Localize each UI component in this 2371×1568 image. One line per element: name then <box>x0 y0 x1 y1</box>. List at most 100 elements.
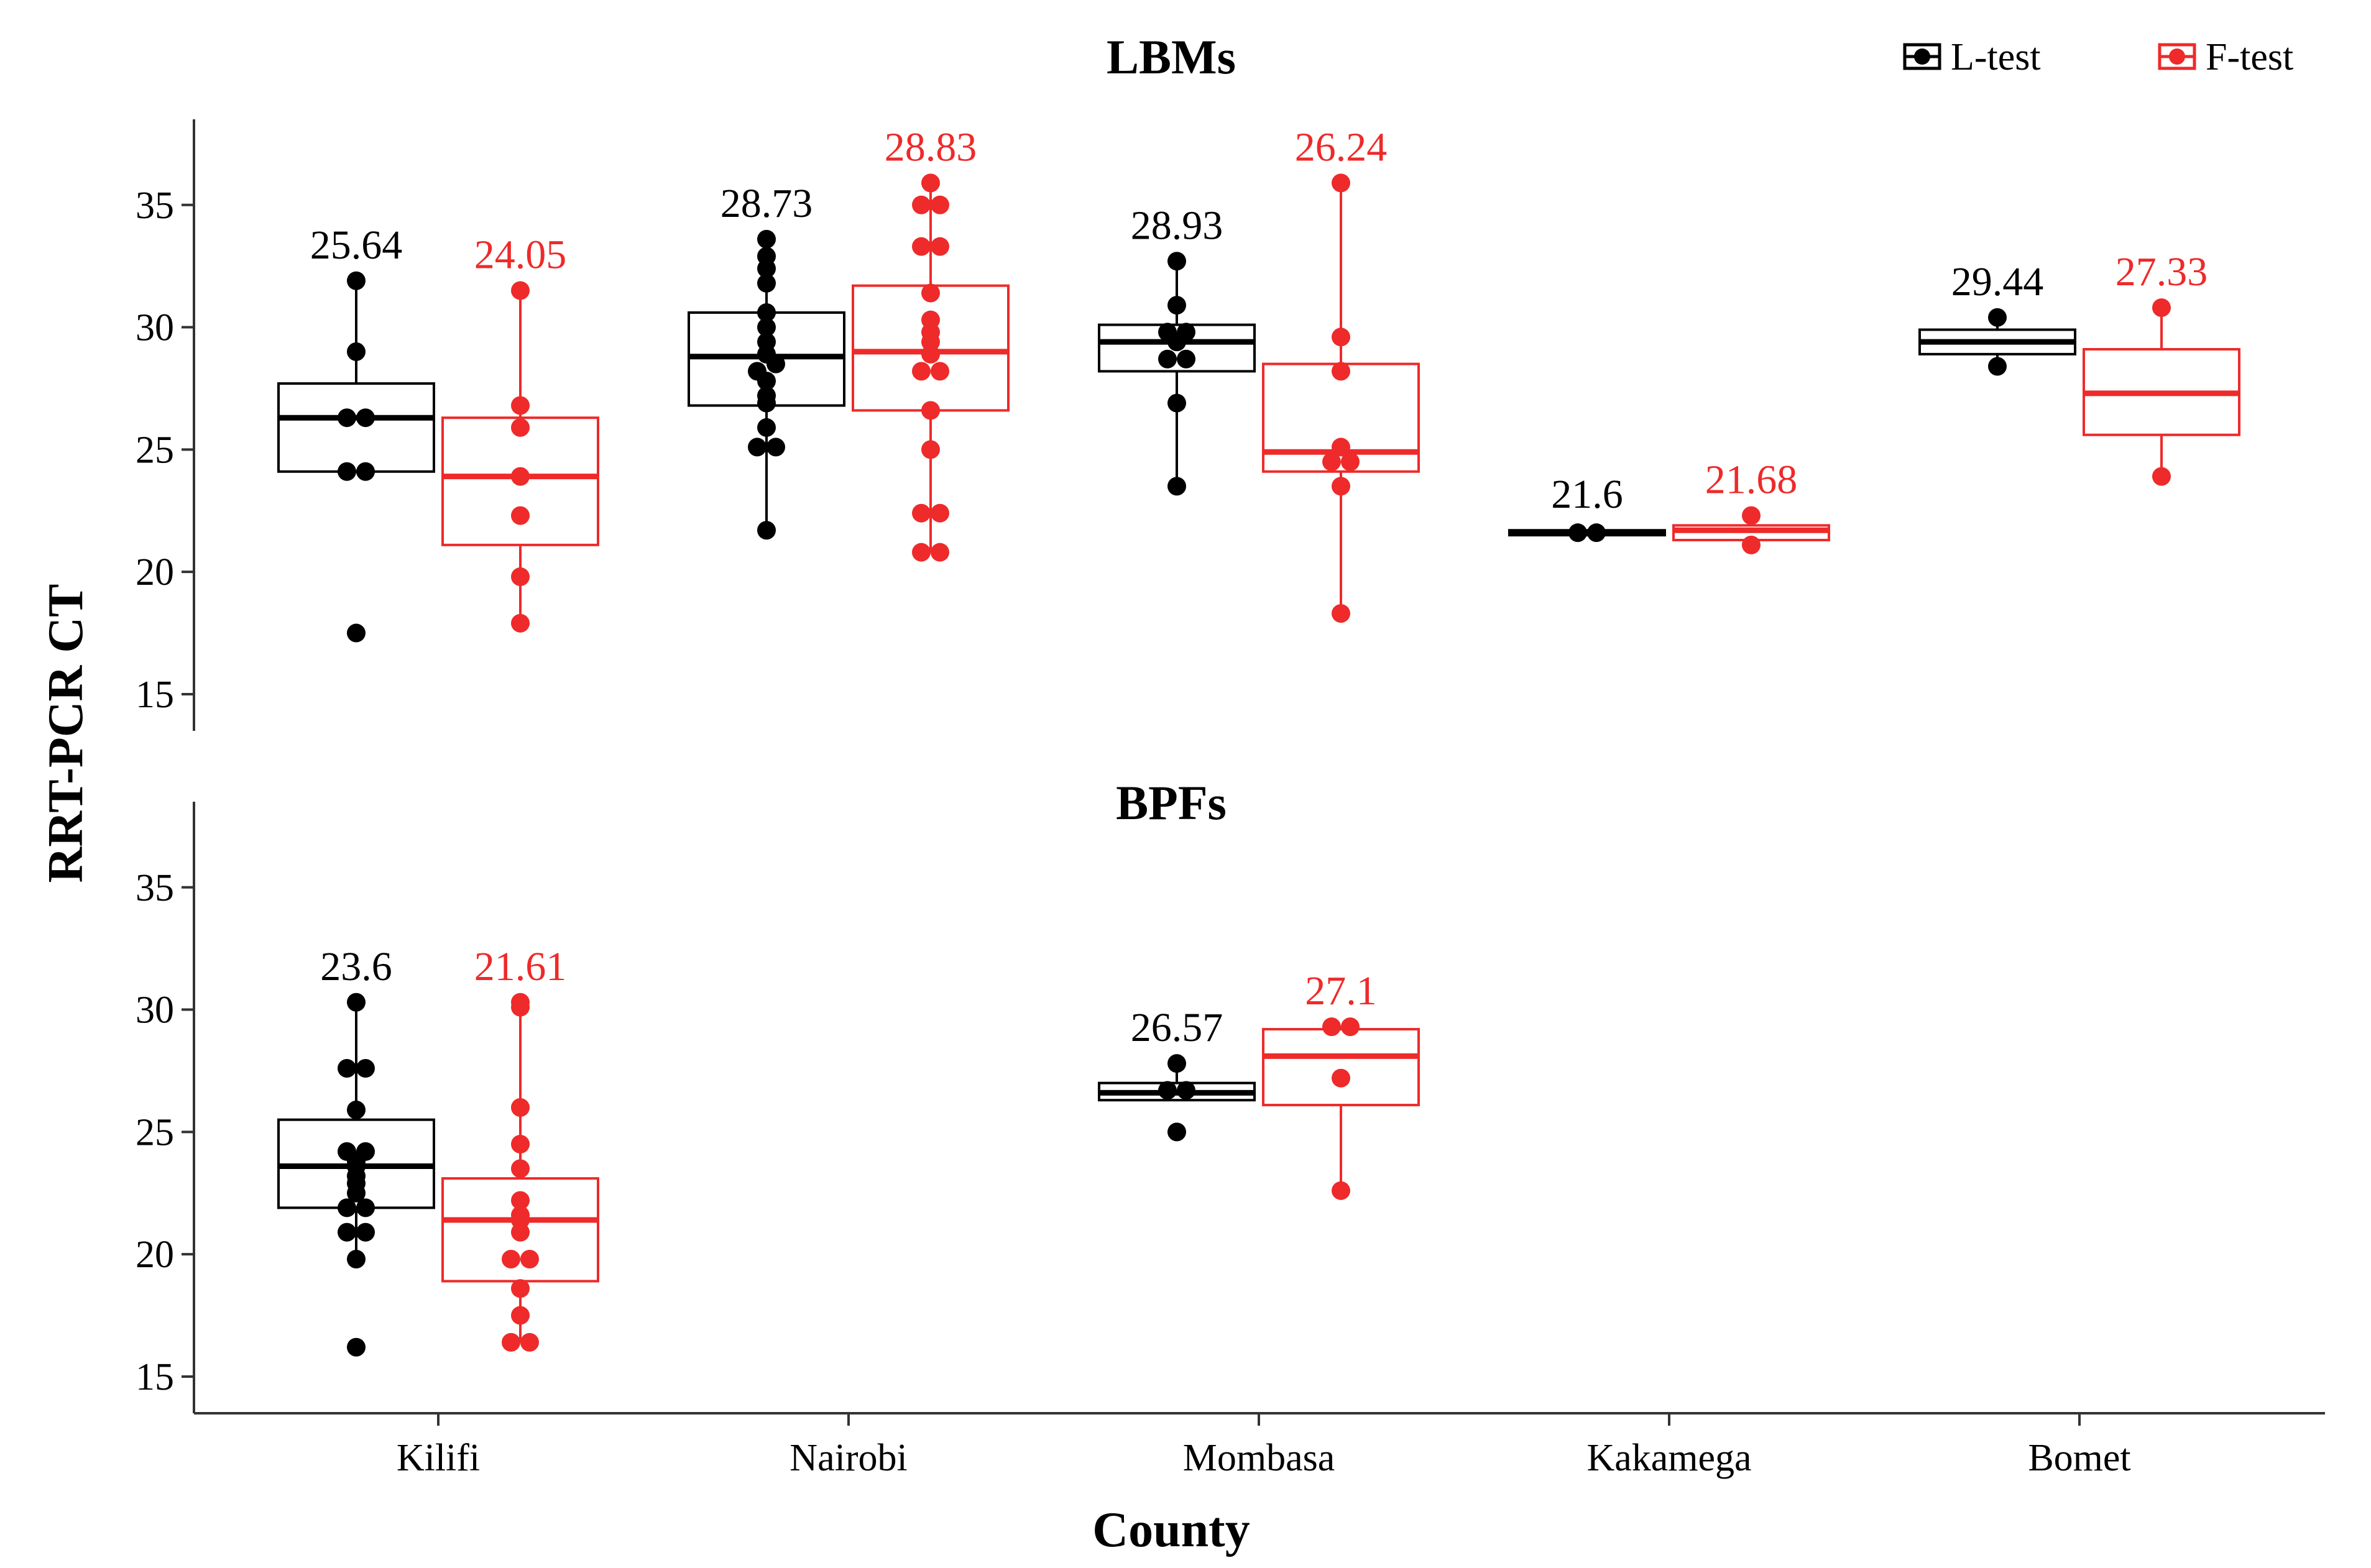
panel-title-lbms: LBMs <box>1107 30 1236 84</box>
data-point-bpfs-mombasa-f-test-2 <box>1322 1017 1341 1037</box>
data-point-lbms-mombasa-f-test-6 <box>1332 328 1350 347</box>
data-point-lbms-mombasa-f-test-5 <box>1332 362 1350 381</box>
data-point-lbms-nairobi-f-test-2 <box>912 503 931 523</box>
y-axis-lbms: 15 20 25 30 35 <box>136 119 195 731</box>
data-point-lbms-nairobi-f-test-0 <box>912 543 931 562</box>
data-point-lbms-bomet-f-test-1 <box>2152 298 2171 318</box>
box-group-lbms-nairobi-l-test: 28.73 <box>688 181 845 540</box>
data-point-lbms-mombasa-l-test-7 <box>1167 296 1186 315</box>
data-point-lbms-nairobi-l-test-3 <box>757 418 776 437</box>
box-group-bpfs-mombasa-f-test: 27.1 <box>1262 968 1420 1200</box>
box-group-lbms-bomet-f-test: 27.33 <box>2083 249 2240 486</box>
legend-item-l-test[interactable]: L-test <box>1903 36 2041 78</box>
data-point-bpfs-kilifi-l-test-2 <box>338 1222 356 1242</box>
data-point-lbms-nairobi-l-test-0 <box>757 521 776 540</box>
data-point-bpfs-kilifi-f-test-8 <box>511 1206 530 1225</box>
data-point-bpfs-kilifi-f-test-0 <box>502 1332 520 1352</box>
data-point-lbms-kilifi-l-test-5 <box>347 342 366 361</box>
median-label-lbms-kakamega-l-test: 21.6 <box>1551 472 1623 517</box>
data-point-lbms-nairobi-f-test-1 <box>931 543 949 562</box>
box-group-lbms-kakamega-l-test: 21.6 <box>1508 472 1666 543</box>
box-group-bpfs-mombasa-l-test: 26.57 <box>1098 1005 1256 1142</box>
x-tick-label-mombasa: Mombasa <box>1183 1437 1335 1479</box>
data-point-lbms-mombasa-f-test-7 <box>1332 173 1350 193</box>
legend-swatch-f-test-dot <box>2169 48 2185 65</box>
data-point-bpfs-kilifi-l-test-3 <box>356 1222 375 1242</box>
data-point-bpfs-kilifi-l-test-12 <box>356 1142 375 1161</box>
box-bpfs-mombasa-f-test <box>1262 1028 1420 1107</box>
data-point-bpfs-kilifi-f-test-4 <box>502 1250 520 1269</box>
y-tick-label-lbms-35: 35 <box>136 185 174 227</box>
data-point-lbms-nairobi-f-test-5 <box>921 401 940 420</box>
data-point-lbms-kilifi-f-test-4 <box>511 418 530 437</box>
y-tick-label-bpfs-30: 30 <box>136 989 174 1032</box>
panel-title-bpfs: BPFs <box>1116 776 1227 830</box>
y-tick-label-bpfs-25: 25 <box>136 1111 174 1153</box>
data-point-lbms-nairobi-l-test-10 <box>757 332 776 352</box>
y-axis-bpfs: 15 20 25 30 35 <box>136 802 195 1413</box>
data-point-bpfs-kilifi-l-test-11 <box>338 1142 356 1161</box>
data-point-bpfs-kilifi-l-test-13 <box>347 1100 366 1119</box>
y-tick-label-bpfs-15: 15 <box>136 1356 174 1398</box>
data-point-bpfs-mombasa-f-test-3 <box>1341 1017 1360 1037</box>
legend-label-l-test: L-test <box>1951 36 2041 78</box>
legend-item-f-test[interactable]: F-test <box>2158 36 2293 78</box>
data-point-lbms-mombasa-l-test-1 <box>1167 393 1186 413</box>
median-label-bpfs-kilifi-l-test: 23.6 <box>320 944 392 989</box>
data-point-bpfs-kilifi-f-test-9 <box>511 1191 530 1210</box>
data-point-bpfs-mombasa-l-test-0 <box>1167 1122 1186 1142</box>
legend: L-test F-test <box>1903 36 2293 78</box>
data-point-lbms-nairobi-l-test-2 <box>767 438 785 457</box>
data-point-lbms-mombasa-l-test-3 <box>1177 349 1195 369</box>
data-point-bpfs-kilifi-l-test-0 <box>347 1337 366 1357</box>
data-point-bpfs-mombasa-l-test-2 <box>1177 1081 1195 1100</box>
data-point-lbms-nairobi-l-test-15 <box>757 247 776 266</box>
median-label-lbms-kilifi-f-test: 24.05 <box>474 232 567 278</box>
median-label-bpfs-kilifi-f-test: 21.61 <box>474 944 567 989</box>
box-lbms-mombasa-l-test <box>1098 323 1256 373</box>
data-point-bpfs-kilifi-l-test-15 <box>356 1059 375 1078</box>
y-tick-label-lbms-30: 30 <box>136 307 174 349</box>
median-label-lbms-mombasa-f-test: 26.24 <box>1295 124 1388 170</box>
data-point-lbms-mombasa-l-test-6 <box>1177 323 1195 342</box>
box-group-lbms-mombasa-f-test: 26.24 <box>1262 124 1420 623</box>
x-tick-label-kakamega: Kakamega <box>1586 1437 1751 1479</box>
data-point-lbms-nairobi-f-test-15 <box>912 195 931 214</box>
box-group-bpfs-kilifi-l-test: 23.6 <box>277 944 435 1357</box>
data-point-lbms-mombasa-f-test-1 <box>1332 477 1350 496</box>
data-point-bpfs-kilifi-l-test-14 <box>338 1059 356 1078</box>
x-axis: Kilifi Nairobi Mombasa Kakamega Bomet <box>194 1412 2325 1479</box>
data-point-lbms-nairobi-f-test-17 <box>921 173 940 193</box>
data-point-lbms-nairobi-f-test-7 <box>931 362 949 381</box>
box-group-lbms-kilifi-f-test: 24.05 <box>441 232 599 633</box>
legend-swatch-l-test-dot <box>1914 48 1930 65</box>
data-point-bpfs-mombasa-f-test-1 <box>1332 1068 1350 1088</box>
median-label-bpfs-mombasa-f-test: 27.1 <box>1305 968 1377 1014</box>
median-label-lbms-bomet-f-test: 27.33 <box>2115 249 2208 295</box>
data-point-lbms-mombasa-l-test-5 <box>1158 323 1177 342</box>
data-point-lbms-mombasa-f-test-2 <box>1322 452 1341 472</box>
marks-lbms: 25.64 24.05 28.73 28.83 28.93 26.24 21.6 21.68 2… <box>277 124 2240 643</box>
data-point-bpfs-kilifi-l-test-4 <box>338 1198 356 1217</box>
data-point-lbms-nairobi-l-test-5 <box>757 386 776 405</box>
y-tick-label-bpfs-20: 20 <box>136 1234 174 1276</box>
data-point-lbms-nairobi-f-test-11 <box>921 310 940 329</box>
data-point-bpfs-mombasa-f-test-0 <box>1332 1181 1350 1200</box>
median-label-lbms-nairobi-l-test: 28.73 <box>721 181 813 226</box>
x-tick-label-nairobi: Nairobi <box>790 1437 907 1479</box>
data-point-lbms-kilifi-f-test-3 <box>511 467 530 486</box>
median-label-lbms-kakamega-f-test: 21.68 <box>1705 457 1798 503</box>
data-point-bpfs-kilifi-f-test-1 <box>520 1332 539 1352</box>
data-point-lbms-kilifi-l-test-3 <box>338 408 356 428</box>
box-group-lbms-kilifi-l-test: 25.64 <box>277 222 435 643</box>
data-point-bpfs-kilifi-f-test-14 <box>511 993 530 1012</box>
box-group-bpfs-kilifi-f-test: 21.61 <box>441 944 599 1352</box>
data-point-bpfs-mombasa-l-test-3 <box>1167 1054 1186 1073</box>
data-point-lbms-kilifi-l-test-0 <box>347 623 366 643</box>
data-point-lbms-mombasa-l-test-8 <box>1167 252 1186 271</box>
data-point-lbms-kilifi-f-test-5 <box>511 396 530 415</box>
data-point-lbms-nairobi-l-test-11 <box>757 318 776 337</box>
data-point-lbms-kilifi-f-test-2 <box>511 506 530 525</box>
data-point-bpfs-kilifi-f-test-3 <box>511 1279 530 1298</box>
